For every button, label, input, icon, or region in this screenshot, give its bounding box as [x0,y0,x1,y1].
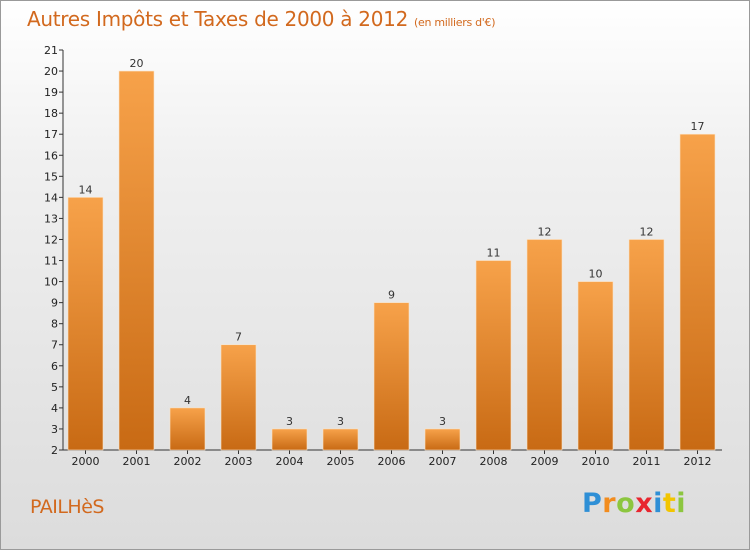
data-label-2001: 20 [130,57,144,70]
bar-2007 [424,428,461,451]
data-label-2012: 17 [691,120,705,133]
x-tick-label-2004: 2004 [276,455,304,468]
town-name: PAILHèS [30,496,104,518]
y-tick-label: 19 [44,86,58,99]
x-tick-label-2008: 2008 [480,455,508,468]
y-tick-label: 14 [44,191,58,204]
data-label-2002: 4 [184,394,191,407]
bar-2011 [628,239,665,451]
data-label-2011: 12 [640,225,654,238]
chart-subtitle: (en milliers d'€) [414,16,496,29]
data-label-2005: 3 [337,415,344,428]
y-tick-label: 17 [44,128,58,141]
logo-letter: x [635,488,654,519]
bar-2003 [220,344,257,451]
data-label-2007: 3 [439,415,446,428]
y-tick-label: 12 [44,233,58,246]
y-tick-label: 11 [44,255,58,268]
x-tick-label-2010: 2010 [582,455,610,468]
data-label-2009: 12 [538,225,552,238]
y-tick-label: 21 [44,44,58,57]
data-label-2004: 3 [286,415,293,428]
x-tick-label-2005: 2005 [327,455,355,468]
bars-group: 14 20 4 7 3 3 9 3 11 12 10 12 17 [67,57,716,451]
logo-letter: i [676,488,687,519]
x-tick-label-2009: 2009 [531,455,559,468]
y-tick-label: 20 [44,65,58,78]
y-tick-label: 8 [51,318,58,331]
y-tick-label: 2 [51,444,58,457]
logo-letter: o [616,488,636,519]
data-label-2010: 10 [589,268,603,281]
x-tick-label-2012: 2012 [684,455,712,468]
y-tick-label: 5 [51,381,58,394]
data-label-2000: 14 [79,183,93,196]
y-tick-label: 9 [51,297,58,310]
logo-letter: i [653,488,663,519]
x-tick-label-2006: 2006 [378,455,406,468]
logo-letter: t [662,488,677,519]
x-axis: 2000 2001 2002 2003 2004 2005 2006 2007 2008 2009… [63,449,722,468]
data-label-2003: 7 [235,331,242,344]
y-axis: 2 3 4 5 6 7 8 9 10 11 12 13 14 15 16 17 18 19 20 21 [44,44,64,457]
bar-2004 [271,428,308,451]
bar-2002 [169,407,206,451]
chart-title: Autres Impôts et Taxes de 2000 à 2012 (en… [27,7,495,31]
data-label-2008: 11 [487,247,501,260]
bar-2008 [475,260,512,451]
bar-2009 [526,239,563,451]
y-tick-label: 3 [51,423,58,436]
data-label-2006: 9 [388,289,395,302]
x-tick-label-2011: 2011 [633,455,661,468]
y-tick-label: 18 [44,107,58,120]
y-tick-label: 15 [44,170,58,183]
title-text: Autres Impôts et Taxes de 2000 à 2012 [27,7,408,31]
y-tick-label: 13 [44,212,58,225]
y-tick-label: 6 [51,360,58,373]
logo-letter: r [602,488,617,519]
logo-letter: P [582,488,603,519]
x-tick-label-2007: 2007 [429,455,457,468]
bar-2010 [577,281,614,451]
x-tick-label-2002: 2002 [174,455,202,468]
bar-2000 [67,197,104,451]
y-tick-label: 16 [44,149,58,162]
x-tick-label-2001: 2001 [123,455,151,468]
y-tick-label: 10 [44,276,58,289]
bar-2006 [373,302,410,451]
bar-2012 [679,133,716,451]
bar-2001 [118,70,155,451]
x-tick-label-2003: 2003 [225,455,253,468]
y-tick-label: 7 [51,339,58,352]
y-tick-label: 4 [51,402,58,415]
x-tick-label-2000: 2000 [72,455,100,468]
proxiti-logo: Proxiti [582,488,686,519]
bar-2005 [322,428,359,451]
